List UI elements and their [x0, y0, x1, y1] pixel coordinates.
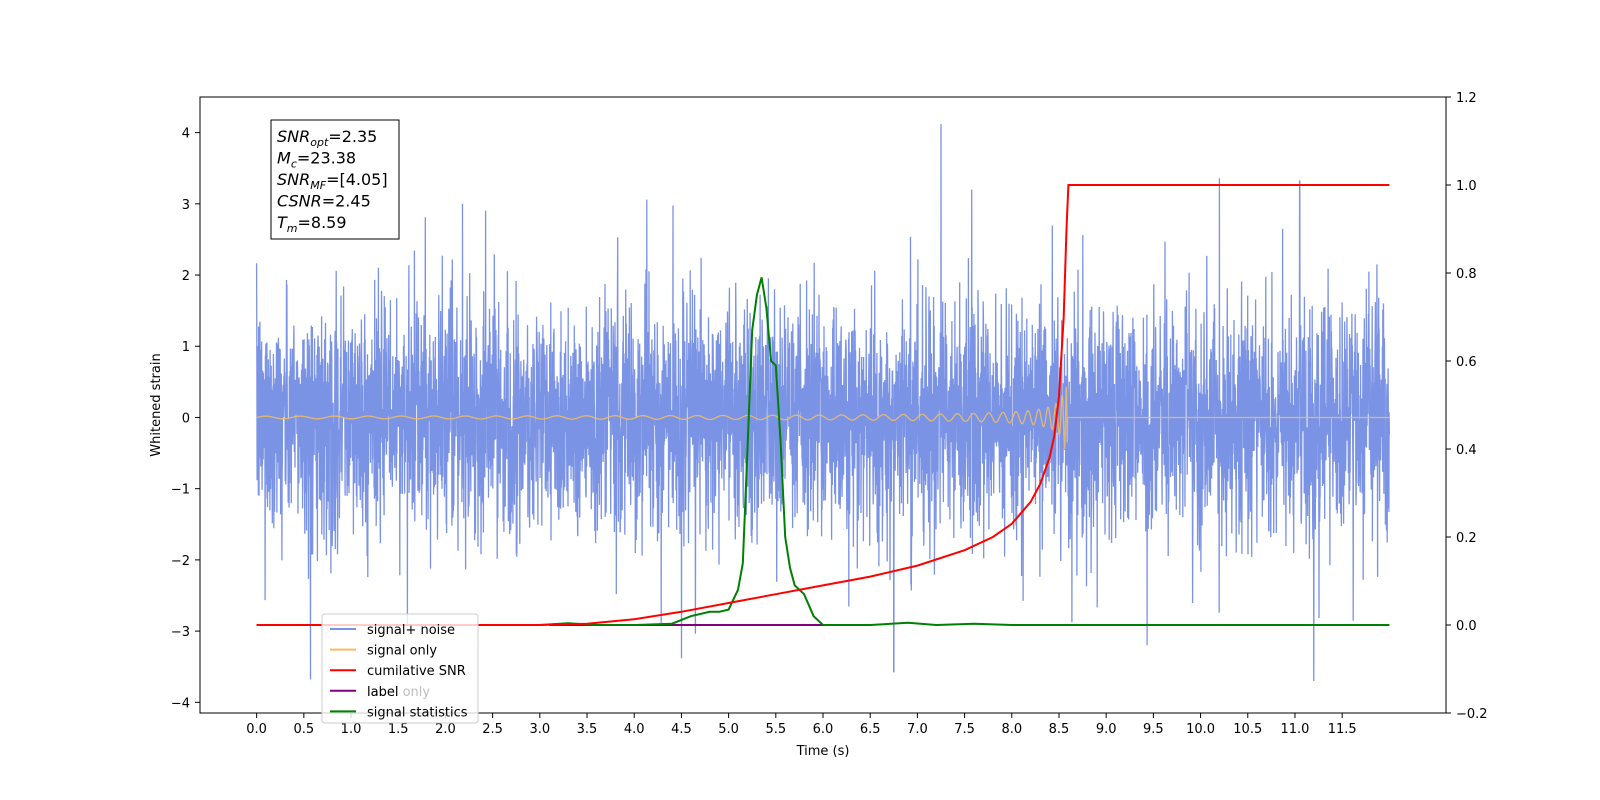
annotation-line: Tm=8.59	[277, 213, 347, 235]
legend-label: signal only	[367, 644, 437, 659]
x-tick-label: 1.5	[388, 722, 409, 737]
series-cumulative-snr-line	[256, 184, 1390, 626]
annotation-line: Mc=23.38	[277, 149, 356, 171]
series-signal-noise-line	[255, 124, 1391, 682]
annotation-line: SNRopt=2.35	[277, 127, 377, 149]
x-tick-label: 9.0	[1096, 722, 1117, 737]
x-tick-label: 9.5	[1143, 722, 1164, 737]
series-signal-only-line	[256, 386, 1390, 450]
y2-tick-label: 0.0	[1456, 619, 1477, 634]
x-tick-label: 7.5	[954, 722, 975, 737]
y2-tick-label: 0.8	[1456, 267, 1477, 282]
legend-box	[321, 613, 479, 724]
x-tick-label: 5.0	[718, 722, 739, 737]
annotation-line: SNRMF=[4.05]	[277, 170, 388, 192]
y-tick-label: 4	[182, 127, 190, 142]
x-tick-label: 3.0	[529, 722, 550, 737]
x-tick-label: 11.0	[1280, 722, 1309, 737]
x-tick-label: 10.0	[1186, 722, 1215, 737]
x-tick-label: 6.0	[813, 722, 834, 737]
x-tick-label: 1.0	[341, 722, 362, 737]
y-tick-label: 3	[182, 198, 190, 213]
legend-ghost-label: label only	[367, 685, 430, 700]
y-tick-label: −3	[171, 625, 190, 640]
y-tick-label: 1	[182, 340, 190, 355]
legend-label: signal+ noise	[367, 623, 455, 638]
y-tick-label: 0	[182, 411, 190, 426]
y-tick-label: −1	[171, 483, 190, 498]
x-tick-label: 5.5	[765, 722, 786, 737]
annotation-frame	[270, 119, 400, 240]
legend: label only signal+ noise signal only cumila…	[321, 613, 479, 724]
y2-tick-label: 0.4	[1456, 443, 1477, 458]
x-axis-title: Time (s)	[796, 744, 850, 759]
y2-tick-label: 1.2	[1456, 91, 1477, 106]
y2-tick-label: 0.6	[1456, 355, 1477, 370]
x-tick-label: 8.5	[1049, 722, 1070, 737]
x-tick-label: 2.5	[482, 722, 503, 737]
y2-tick-label: 0.2	[1456, 531, 1477, 546]
x-tick-label: 6.5	[860, 722, 881, 737]
x-tick-label: 7.0	[907, 722, 928, 737]
x-tick-label: 4.0	[624, 722, 645, 737]
y-tick-label: −2	[171, 554, 190, 569]
y2-tick-label: −0.2	[1456, 707, 1488, 722]
annotation-line: CSNR=2.45	[277, 192, 371, 211]
y2-tick-label: 1.0	[1456, 179, 1477, 194]
x-tick-label: 3.5	[577, 722, 598, 737]
legend-label: label	[367, 685, 398, 700]
x-tick-label: 2.0	[435, 722, 456, 737]
x-tick-label: 8.0	[1001, 722, 1022, 737]
y-tick-label: −4	[171, 696, 190, 711]
axes: 0.0 0.5 1.0 1.5 2.0 2.5 3.0 3.5 4.0 4.5 5.0 5.5 6.0 6…	[149, 91, 1488, 759]
y-tick-label: 2	[182, 269, 190, 284]
plot-area	[255, 124, 1391, 682]
x-tick-label: 10.5	[1233, 722, 1262, 737]
legend-label: signal statistics	[367, 705, 468, 720]
x-tick-label: 4.5	[671, 722, 692, 737]
y-axis-title: Whitened strain	[149, 353, 164, 456]
x-tick-label: 0.0	[246, 722, 267, 737]
series-signal-statistics-line	[256, 277, 1390, 627]
annotation-box: SNRopt=2.35Mc=23.38SNRMF=[4.05]CSNR=2.45…	[270, 119, 400, 240]
x-tick-label: 11.5	[1328, 722, 1357, 737]
x-tick-label: 0.5	[293, 722, 314, 737]
legend-label: cumilative SNR	[367, 664, 466, 679]
